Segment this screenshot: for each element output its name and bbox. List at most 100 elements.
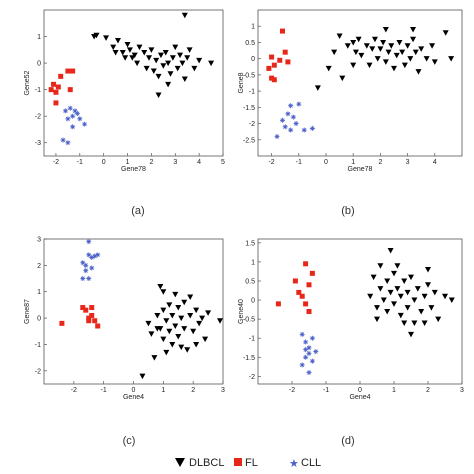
point-dlbcl bbox=[166, 328, 173, 335]
point-fl bbox=[92, 318, 98, 324]
point-cll bbox=[62, 108, 68, 114]
point-dlbcl bbox=[126, 47, 133, 53]
point-dlbcl bbox=[143, 65, 150, 72]
point-dlbcl bbox=[151, 355, 158, 361]
point-dlbcl bbox=[412, 49, 419, 56]
point-dlbcl bbox=[408, 331, 414, 338]
point-fl bbox=[89, 312, 95, 318]
point-dlbcl bbox=[382, 59, 389, 65]
point-fl bbox=[299, 293, 305, 299]
point-dlbcl bbox=[394, 263, 401, 269]
y-tick-label: -2 bbox=[35, 114, 41, 121]
point-cll bbox=[65, 116, 71, 122]
point-dlbcl bbox=[181, 299, 188, 306]
legend-star-icon: ★ bbox=[289, 457, 299, 470]
point-dlbcl bbox=[384, 309, 391, 315]
point-dlbcl bbox=[148, 47, 155, 53]
point-dlbcl bbox=[336, 33, 343, 39]
y-tick-label: -0.5 bbox=[243, 72, 255, 79]
point-cll bbox=[288, 127, 294, 133]
point-cll bbox=[80, 276, 86, 282]
point-dlbcl bbox=[157, 52, 164, 59]
caption-c: (c) bbox=[123, 435, 136, 447]
point-cll bbox=[86, 239, 92, 245]
point-dlbcl bbox=[196, 320, 203, 327]
point-fl bbox=[271, 62, 277, 68]
y-axis-label: Gene52 bbox=[24, 70, 31, 95]
x-tick-label: 2 bbox=[378, 159, 382, 166]
y-tick-label: 0.5 bbox=[245, 40, 255, 47]
panel-d: -2 -1 0 1 2 3 -2 -1.5 -1 -0.5 0 0.5 1 1.5 Gene4 Gene40 bbox=[238, 238, 464, 401]
point-dlbcl bbox=[193, 307, 200, 314]
x-tick-label: -2 bbox=[53, 159, 59, 166]
point-dlbcl bbox=[388, 43, 395, 49]
point-dlbcl bbox=[387, 247, 394, 254]
point-cll bbox=[288, 103, 294, 109]
x-tick-label: 5 bbox=[221, 159, 225, 166]
point-dlbcl bbox=[425, 282, 431, 288]
y-tick-label: -1 bbox=[35, 342, 41, 349]
point-dlbcl bbox=[374, 316, 380, 323]
point-dlbcl bbox=[421, 320, 428, 326]
point-cll bbox=[282, 124, 288, 130]
plot-area bbox=[257, 9, 463, 157]
point-cll bbox=[303, 339, 309, 345]
point-dlbcl bbox=[399, 49, 406, 56]
x-tick-label: -1 bbox=[296, 159, 302, 166]
point-dlbcl bbox=[418, 309, 425, 315]
point-dlbcl bbox=[448, 56, 455, 62]
point-dlbcl bbox=[442, 293, 448, 300]
y-tick-label: 3 bbox=[37, 237, 41, 244]
point-fl bbox=[80, 305, 86, 311]
y-tick-label: 1 bbox=[37, 289, 41, 296]
point-fl bbox=[306, 282, 312, 288]
point-cll bbox=[293, 121, 299, 127]
legend-label-dlbcl: DLBCL bbox=[189, 457, 224, 469]
point-dlbcl bbox=[428, 305, 435, 311]
point-dlbcl bbox=[141, 49, 148, 56]
point-fl bbox=[53, 100, 59, 106]
x-tick-label: 2 bbox=[149, 159, 153, 166]
x-tick-label: 3 bbox=[221, 387, 225, 394]
x-tick-label: 0 bbox=[324, 159, 328, 166]
point-dlbcl bbox=[157, 283, 164, 290]
point-fl bbox=[53, 89, 59, 95]
point-dlbcl bbox=[377, 263, 384, 269]
point-dlbcl bbox=[391, 301, 397, 307]
point-dlbcl bbox=[393, 52, 400, 59]
x-tick-label: 4 bbox=[197, 159, 201, 166]
point-dlbcl bbox=[380, 39, 387, 46]
point-dlbcl bbox=[371, 36, 378, 43]
x-axis-label: Gene4 bbox=[349, 394, 370, 401]
point-dlbcl bbox=[407, 56, 414, 62]
y-tick-label: 0 bbox=[251, 56, 255, 63]
x-tick-label: 1 bbox=[161, 387, 165, 394]
point-dlbcl bbox=[174, 65, 181, 72]
caption-d: (d) bbox=[341, 435, 354, 447]
point-cll bbox=[86, 252, 92, 258]
point-dlbcl bbox=[166, 302, 173, 308]
point-dlbcl bbox=[184, 347, 191, 353]
x-tick-label: 0 bbox=[132, 387, 136, 394]
point-dlbcl bbox=[410, 26, 417, 33]
point-dlbcl bbox=[148, 331, 155, 337]
point-fl bbox=[59, 320, 65, 326]
point-dlbcl bbox=[163, 318, 170, 324]
y-tick-label: -1 bbox=[249, 89, 255, 96]
point-dlbcl bbox=[122, 55, 129, 61]
point-cll bbox=[70, 113, 76, 119]
point-dlbcl bbox=[374, 305, 380, 311]
point-cll bbox=[309, 335, 315, 341]
legend-triangle-icon bbox=[175, 458, 185, 467]
point-dlbcl bbox=[187, 294, 194, 300]
point-cll bbox=[77, 116, 83, 122]
point-dlbcl bbox=[401, 278, 408, 284]
point-cll bbox=[306, 350, 312, 356]
point-dlbcl bbox=[421, 293, 428, 300]
point-cll bbox=[83, 262, 89, 268]
x-tick-label: -1 bbox=[77, 159, 83, 166]
point-dlbcl bbox=[410, 36, 417, 43]
point-dlbcl bbox=[414, 286, 421, 292]
point-fl bbox=[55, 84, 61, 90]
y-tick-label: -2.5 bbox=[243, 137, 255, 144]
